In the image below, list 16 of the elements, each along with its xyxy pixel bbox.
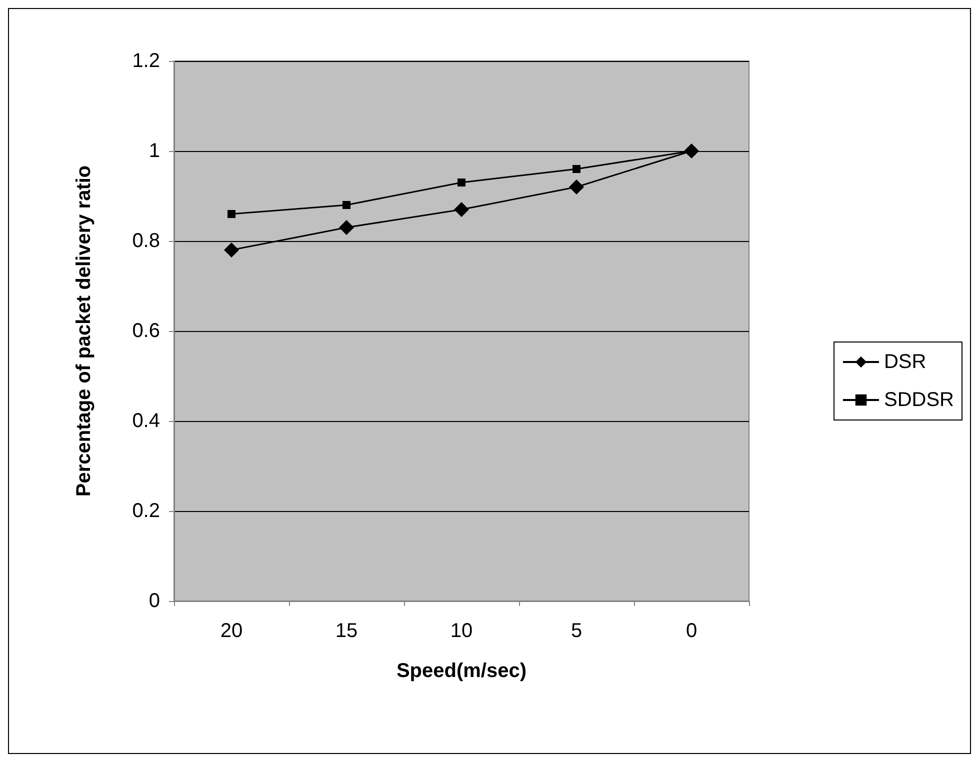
y-tick-label: 1.2 [132,50,160,72]
y-tick-label: 0.2 [132,500,160,522]
x-tick-label: 15 [335,620,358,642]
y-tick-label: 0.8 [132,230,160,252]
y-tick-label: 0.6 [132,320,160,342]
x-tick-label: 20 [220,620,243,642]
x-tick-label: 10 [450,620,473,642]
y-tick-label: 0.4 [132,410,160,432]
y-axis-title: Percentage of packet delivery ratio [73,165,95,497]
y-tick-label: 0 [148,590,160,612]
x-axis-title: Speed(m/sec) [396,660,527,682]
legend-label: DSR [884,351,926,373]
x-tick-label: 0 [686,620,698,642]
x-tick-label: 5 [570,620,582,642]
legend-label: SDDSR [884,389,954,411]
y-tick-label: 1 [148,140,160,162]
